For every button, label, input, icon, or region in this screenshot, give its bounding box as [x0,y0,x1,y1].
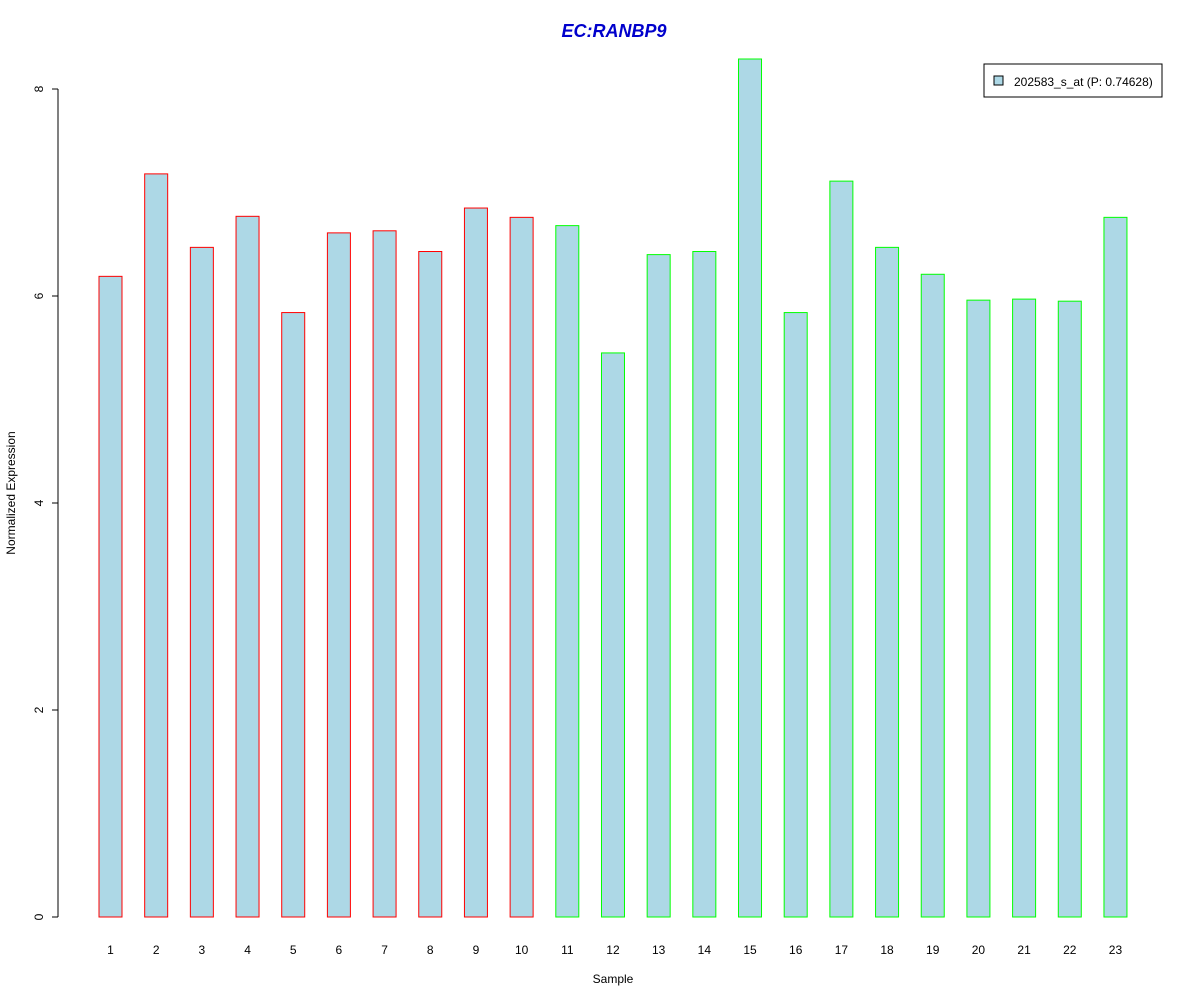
bar [1103,216,1128,918]
legend-box [983,63,1163,98]
bar [738,58,763,918]
x-tick-label: 20 [972,943,986,957]
legend-swatch [993,75,1004,86]
bar [326,232,351,918]
bar [920,273,945,918]
x-tick-label: 3 [199,943,206,957]
x-tick-label: 10 [515,943,529,957]
y-axis-title: Normalized Expression [4,431,18,554]
x-tick-label: 13 [652,943,666,957]
bar [1057,300,1082,918]
bar [600,352,625,918]
x-tick-label: 17 [835,943,849,957]
x-tick-label: 2 [153,943,160,957]
bar [189,246,214,918]
x-tick-label: 12 [606,943,620,957]
x-tick-label: 9 [473,943,480,957]
x-tick-label: 14 [698,943,712,957]
y-tick-label: 8 [32,85,46,92]
x-tick-label: 11 [561,943,574,957]
x-tick-label: 23 [1109,943,1123,957]
x-axis-title: Sample [593,972,634,986]
bar [875,246,900,918]
y-tick-label: 4 [32,499,46,506]
bar [235,215,260,918]
bar [692,251,717,918]
x-tick-label: 8 [427,943,434,957]
bar [509,216,534,918]
bars [98,58,1128,918]
bar [418,251,443,918]
x-tick-label: 22 [1063,943,1077,957]
y-tick-label: 2 [32,706,46,713]
x-tick-label: 5 [290,943,297,957]
bar [783,312,808,918]
x-tick-label: 6 [336,943,343,957]
bar [555,225,580,918]
bar [372,230,397,918]
legend: 202583_s_at (P: 0.74628) [983,63,1163,98]
x-tick-label: 16 [789,943,803,957]
x-tick-label: 18 [880,943,894,957]
bar [144,173,169,918]
x-tick-label: 4 [244,943,251,957]
x-tick-label: 19 [926,943,940,957]
bar [829,180,854,918]
x-tick-labels: 1 2 3 4 5 6 7 8 9 10 11 12 13 14 15 16 17 18 19 20 21 22 23 [107,943,1122,957]
y-axis: 0 2 4 6 8 [32,85,59,920]
y-tick-label: 0 [32,913,46,920]
bar [98,275,123,918]
bar [463,207,488,918]
bar [1012,298,1037,918]
y-tick-label: 6 [32,292,46,299]
legend-label: 202583_s_at (P: 0.74628) [1014,75,1153,89]
bar [646,254,671,918]
bar [966,299,991,918]
x-tick-label: 15 [743,943,757,957]
chart-title: EC:RANBP9 [561,21,666,41]
x-tick-label: 1 [107,943,114,957]
x-tick-label: 21 [1017,943,1031,957]
bar [281,312,306,918]
x-tick-label: 7 [381,943,388,957]
